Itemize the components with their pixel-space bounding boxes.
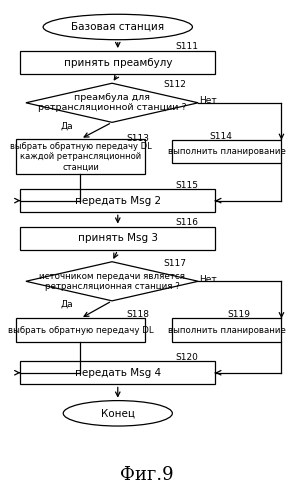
Text: S115: S115 <box>175 181 198 190</box>
FancyBboxPatch shape <box>20 189 215 213</box>
Text: S111: S111 <box>175 42 198 51</box>
Text: передать Msg 4: передать Msg 4 <box>75 368 161 378</box>
FancyBboxPatch shape <box>20 227 215 250</box>
Text: Нет: Нет <box>200 275 217 284</box>
FancyBboxPatch shape <box>16 318 145 342</box>
Text: принять Msg 3: принять Msg 3 <box>78 233 158 243</box>
Ellipse shape <box>63 401 172 426</box>
Text: Нет: Нет <box>200 96 217 105</box>
FancyBboxPatch shape <box>172 318 282 342</box>
FancyBboxPatch shape <box>172 140 282 164</box>
Text: Базовая станция: Базовая станция <box>71 22 164 32</box>
Text: Фиг.9: Фиг.9 <box>120 467 173 485</box>
Text: Конец: Конец <box>101 408 135 418</box>
Text: Да: Да <box>60 121 73 130</box>
Text: S117: S117 <box>164 258 187 267</box>
Text: S116: S116 <box>175 219 198 228</box>
Text: S120: S120 <box>175 353 198 362</box>
Text: S112: S112 <box>164 80 187 89</box>
Text: S114: S114 <box>210 132 233 141</box>
FancyBboxPatch shape <box>20 51 215 74</box>
Polygon shape <box>26 262 198 301</box>
FancyBboxPatch shape <box>20 361 215 384</box>
Text: выбрать обратную передачу DL
каждой ретрансляционной
станции: выбрать обратную передачу DL каждой ретр… <box>10 142 151 172</box>
Text: S119: S119 <box>227 310 250 319</box>
Text: выполнить планирование: выполнить планирование <box>168 147 286 156</box>
Text: выполнить планирование: выполнить планирование <box>168 326 286 335</box>
Text: S113: S113 <box>126 134 149 143</box>
Text: Да: Да <box>60 300 73 309</box>
Ellipse shape <box>43 14 193 40</box>
Text: принять преамбулу: принять преамбулу <box>64 58 172 68</box>
Text: выбрать обратную передачу DL: выбрать обратную передачу DL <box>8 326 153 335</box>
Text: источником передачи является
ретрансляционная станция ?: источником передачи является ретрансляци… <box>39 271 185 291</box>
FancyBboxPatch shape <box>16 139 145 174</box>
Polygon shape <box>26 83 198 122</box>
Text: S118: S118 <box>126 310 149 319</box>
Text: передать Msg 2: передать Msg 2 <box>75 196 161 206</box>
Text: преамбула для
ретрансляционной станции ?: преамбула для ретрансляционной станции ? <box>38 93 186 112</box>
